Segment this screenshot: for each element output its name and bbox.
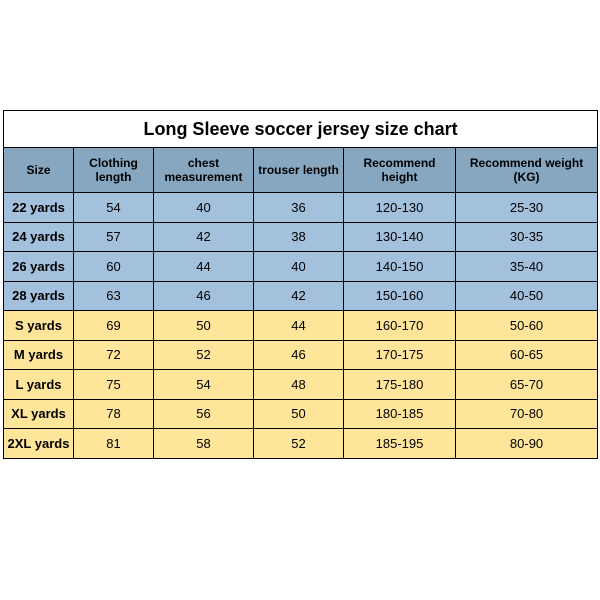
table-cell: 52 bbox=[254, 429, 344, 459]
table-cell: 40 bbox=[254, 252, 344, 282]
table-cell: 25-30 bbox=[456, 193, 598, 223]
table: Long Sleeve soccer jersey size chart Siz… bbox=[3, 110, 598, 459]
table-cell: 42 bbox=[254, 281, 344, 311]
table-cell: 175-180 bbox=[344, 370, 456, 400]
table-cell: 70-80 bbox=[456, 399, 598, 429]
table-cell: 50 bbox=[254, 399, 344, 429]
table-cell: 52 bbox=[154, 340, 254, 370]
table-cell: 50 bbox=[154, 311, 254, 341]
col-header-weight: Recommend weight (KG) bbox=[456, 148, 598, 193]
table-cell: 160-170 bbox=[344, 311, 456, 341]
table-cell: 58 bbox=[154, 429, 254, 459]
table-cell: 30-35 bbox=[456, 222, 598, 252]
table-cell: 65-70 bbox=[456, 370, 598, 400]
table-cell: 130-140 bbox=[344, 222, 456, 252]
table-row: 22 yards544036120-13025-30 bbox=[4, 193, 598, 223]
col-header-trouser: trouser length bbox=[254, 148, 344, 193]
table-cell: 63 bbox=[74, 281, 154, 311]
table-cell: 56 bbox=[154, 399, 254, 429]
table-cell: 75 bbox=[74, 370, 154, 400]
table-cell: L yards bbox=[4, 370, 74, 400]
table-cell: 54 bbox=[74, 193, 154, 223]
table-cell: 72 bbox=[74, 340, 154, 370]
table-cell: 28 yards bbox=[4, 281, 74, 311]
table-cell: 42 bbox=[154, 222, 254, 252]
col-header-length: Clothing length bbox=[74, 148, 154, 193]
table-cell: 36 bbox=[254, 193, 344, 223]
table-cell: 2XL yards bbox=[4, 429, 74, 459]
table-cell: 60-65 bbox=[456, 340, 598, 370]
table-cell: 180-185 bbox=[344, 399, 456, 429]
table-row: 24 yards574238130-14030-35 bbox=[4, 222, 598, 252]
table-cell: 69 bbox=[74, 311, 154, 341]
col-header-chest: chest measurement bbox=[154, 148, 254, 193]
table-row: M yards725246170-17560-65 bbox=[4, 340, 598, 370]
table-cell: 150-160 bbox=[344, 281, 456, 311]
table-cell: 44 bbox=[254, 311, 344, 341]
table-cell: 24 yards bbox=[4, 222, 74, 252]
table-cell: 44 bbox=[154, 252, 254, 282]
header-row: Size Clothing length chest measurement t… bbox=[4, 148, 598, 193]
table-cell: 35-40 bbox=[456, 252, 598, 282]
table-cell: S yards bbox=[4, 311, 74, 341]
table-cell: XL yards bbox=[4, 399, 74, 429]
table-cell: 140-150 bbox=[344, 252, 456, 282]
table-head: Long Sleeve soccer jersey size chart Siz… bbox=[4, 111, 598, 193]
title-row: Long Sleeve soccer jersey size chart bbox=[4, 111, 598, 148]
table-row: XL yards785650180-18570-80 bbox=[4, 399, 598, 429]
table-row: 2XL yards815852185-19580-90 bbox=[4, 429, 598, 459]
size-chart-table: Long Sleeve soccer jersey size chart Siz… bbox=[3, 110, 597, 459]
table-cell: 50-60 bbox=[456, 311, 598, 341]
table-cell: 78 bbox=[74, 399, 154, 429]
table-cell: 38 bbox=[254, 222, 344, 252]
table-cell: 120-130 bbox=[344, 193, 456, 223]
table-row: L yards755448175-18065-70 bbox=[4, 370, 598, 400]
table-cell: M yards bbox=[4, 340, 74, 370]
chart-title: Long Sleeve soccer jersey size chart bbox=[4, 111, 598, 148]
table-cell: 26 yards bbox=[4, 252, 74, 282]
table-cell: 57 bbox=[74, 222, 154, 252]
table-cell: 80-90 bbox=[456, 429, 598, 459]
table-cell: 185-195 bbox=[344, 429, 456, 459]
col-header-size: Size bbox=[4, 148, 74, 193]
col-header-height: Recommend height bbox=[344, 148, 456, 193]
table-cell: 46 bbox=[154, 281, 254, 311]
table-cell: 81 bbox=[74, 429, 154, 459]
table-row: S yards695044160-17050-60 bbox=[4, 311, 598, 341]
table-cell: 170-175 bbox=[344, 340, 456, 370]
table-cell: 22 yards bbox=[4, 193, 74, 223]
table-cell: 40 bbox=[154, 193, 254, 223]
table-cell: 54 bbox=[154, 370, 254, 400]
table-cell: 40-50 bbox=[456, 281, 598, 311]
table-cell: 60 bbox=[74, 252, 154, 282]
table-cell: 48 bbox=[254, 370, 344, 400]
table-row: 26 yards604440140-15035-40 bbox=[4, 252, 598, 282]
table-body: 22 yards544036120-13025-3024 yards574238… bbox=[4, 193, 598, 459]
table-row: 28 yards634642150-16040-50 bbox=[4, 281, 598, 311]
table-cell: 46 bbox=[254, 340, 344, 370]
